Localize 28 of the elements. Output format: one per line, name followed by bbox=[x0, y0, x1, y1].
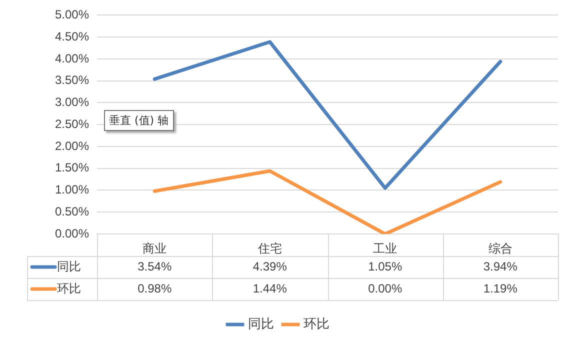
data-label: 3.94% bbox=[483, 259, 518, 274]
y-tick-label: 3.50% bbox=[54, 73, 90, 88]
y-tick-label: 0.00% bbox=[54, 226, 90, 240]
data-label: 0.00% bbox=[368, 281, 402, 296]
y-tick-label: 0.50% bbox=[54, 204, 90, 218]
y-tick-label: 4.50% bbox=[54, 29, 90, 44]
data-label: 4.39% bbox=[252, 259, 288, 274]
y-tick-label: 2.50% bbox=[54, 116, 90, 131]
y-tick-label: 4.00% bbox=[54, 51, 90, 66]
data-label: 1.19% bbox=[483, 281, 518, 296]
text: 环比 bbox=[57, 281, 81, 296]
x-tick-label: 住宅 bbox=[256, 242, 282, 256]
data-label: 3.54% bbox=[138, 259, 172, 274]
legend-label: 同比 bbox=[57, 259, 81, 274]
x-tick-label: 综合 bbox=[488, 242, 512, 256]
text: 同比 bbox=[248, 316, 274, 332]
y-tick-label: 1.50% bbox=[54, 160, 90, 175]
x-tick-label: 工业 bbox=[373, 242, 398, 256]
legend-label: 环比 bbox=[304, 316, 330, 332]
data-label: 1.05% bbox=[368, 259, 402, 274]
y-tick-label: 1.00% bbox=[54, 182, 90, 197]
annotation: 垂直 (值) 轴 bbox=[104, 110, 174, 131]
data-label: 0.98% bbox=[138, 281, 172, 296]
data-label: 1.44% bbox=[252, 281, 288, 296]
y-tick-label: 5.00% bbox=[54, 8, 90, 22]
y-tick-label: 3.00% bbox=[54, 95, 90, 110]
y-tick-label: 2.00% bbox=[54, 138, 90, 153]
x-tick-label: 商业 bbox=[142, 242, 167, 256]
